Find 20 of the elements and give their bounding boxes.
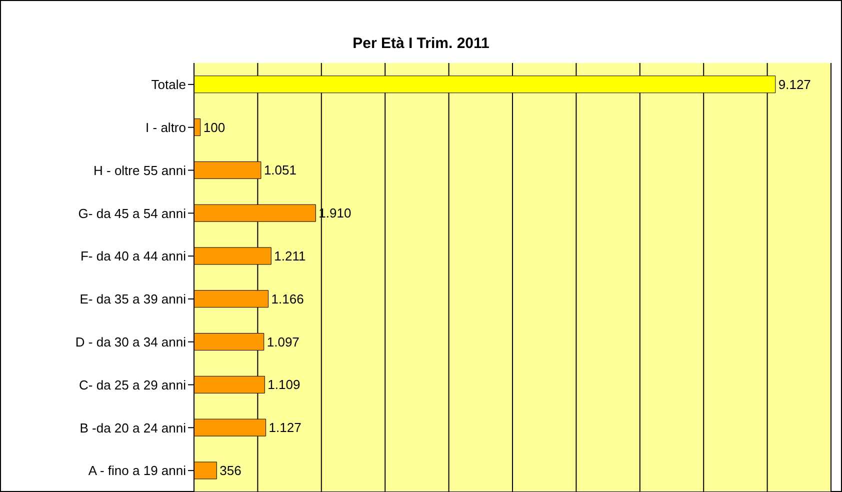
data-label: 356: [220, 462, 242, 478]
data-label: 1.166: [271, 291, 304, 306]
y-tick-label: B -da 20 a 24 anni: [80, 420, 186, 436]
data-label: 1.211: [274, 248, 306, 264]
y-tick-label: E- da 35 a 39 anni: [80, 292, 186, 307]
y-tick-label: G- da 45 a 54 anni: [78, 206, 186, 221]
chart-title: Per Età I Trim. 2011: [352, 35, 490, 52]
y-tick-label: H - oltre 55 anni: [94, 162, 186, 178]
data-label: 1.051: [264, 162, 296, 178]
y-tick-label: D - da 30 a 34 anni: [75, 334, 186, 350]
data-label: 9.127: [778, 76, 811, 92]
y-tick-label: A - fino a 19 anni: [88, 463, 186, 478]
y-tick-label: Totale: [151, 77, 186, 92]
y-tick-label: F- da 40 a 44 anni: [80, 248, 186, 264]
y-tick-label: C- da 25 a 29 anni: [79, 377, 186, 392]
data-label: 1.097: [266, 334, 300, 350]
data-label: 100: [203, 120, 226, 135]
data-label: 1.109: [268, 377, 300, 392]
y-tick-label: I - altro: [146, 120, 186, 135]
data-label: 1.127: [268, 420, 302, 436]
